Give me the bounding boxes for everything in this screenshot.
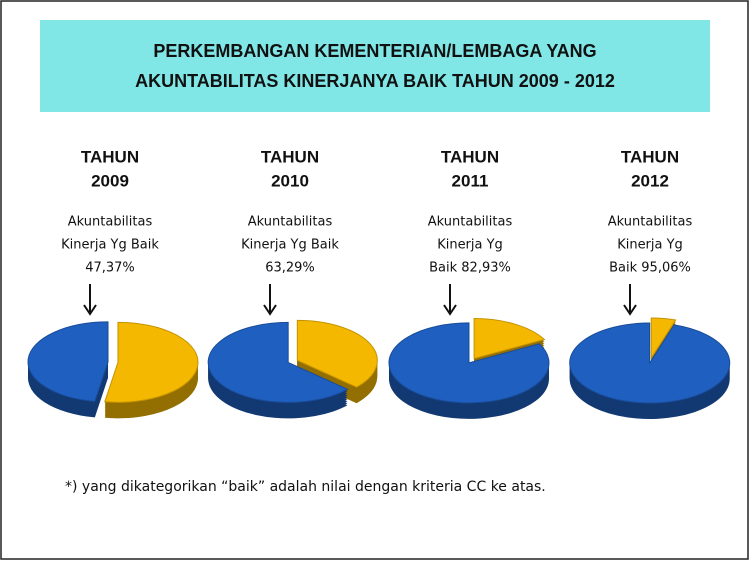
year-label: TAHUN [441, 147, 499, 166]
slice [650, 317, 677, 360]
title-line: PERKEMBANGAN KEMENTERIAN/LEMBAGA YANG [153, 41, 596, 61]
year-label: TAHUN [81, 147, 139, 166]
slice [27, 321, 109, 402]
year-label: TAHUN [261, 147, 319, 166]
year-label: 2010 [271, 171, 309, 190]
value-label: Baik 82,93% [429, 261, 511, 276]
title-box [40, 20, 710, 112]
slice [473, 318, 546, 360]
annotation: Akuntabilitas [608, 215, 693, 230]
value-label: Baik 95,06% [609, 261, 691, 276]
annotation: Akuntabilitas [68, 215, 153, 230]
slice [569, 322, 731, 404]
annotation: Akuntabilitas [428, 215, 513, 230]
year-label: 2012 [631, 171, 669, 190]
slice [207, 321, 349, 403]
slice [388, 322, 550, 404]
footnote: *) yang dikategorikan “baik” adalah nila… [65, 479, 546, 495]
annotation: Kinerja Yg Baik [61, 238, 159, 253]
year-label: 2011 [452, 171, 489, 190]
value-label: 47,37% [85, 261, 135, 276]
title-line: AKUNTABILITAS KINERJANYA BAIK TAHUN 2009… [135, 71, 615, 91]
arrow-head [623, 304, 637, 316]
year-label: 2009 [91, 171, 129, 190]
annotation: Kinerja Yg [617, 238, 683, 253]
slice [296, 319, 378, 388]
annotation: Akuntabilitas [248, 215, 333, 230]
arrow-head [263, 304, 277, 316]
year-label: TAHUN [621, 147, 679, 166]
arrow-head [443, 304, 457, 316]
arrow-head [83, 304, 97, 316]
slice [104, 321, 199, 403]
value-label: 63,29% [265, 261, 315, 276]
annotation: Kinerja Yg [437, 238, 503, 253]
annotation: Kinerja Yg Baik [241, 238, 339, 253]
